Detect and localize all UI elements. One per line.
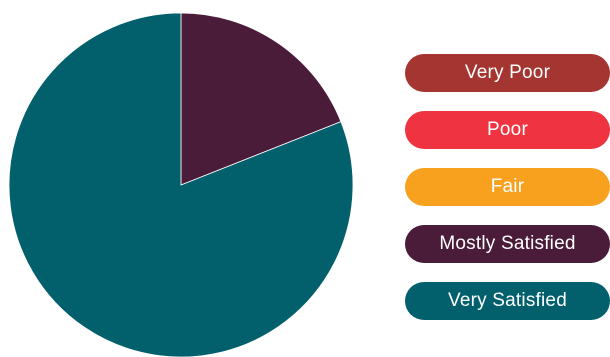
pie-slice-mostly-satisfied	[180, 12, 342, 186]
pie-slice-very-satisfied	[8, 12, 354, 357]
legend-item-very-satisfied: Very Satisfied	[405, 282, 610, 320]
legend: Very Poor Poor Fair Mostly Satisfied Very Sa…	[405, 54, 610, 339]
legend-item-mostly-satisfied: Mostly Satisfied	[405, 225, 610, 263]
legend-item-very-poor: Very Poor	[405, 54, 610, 92]
pie-plot	[8, 12, 354, 357]
legend-item-fair: Fair	[405, 168, 610, 206]
legend-item-poor: Poor	[405, 111, 610, 149]
